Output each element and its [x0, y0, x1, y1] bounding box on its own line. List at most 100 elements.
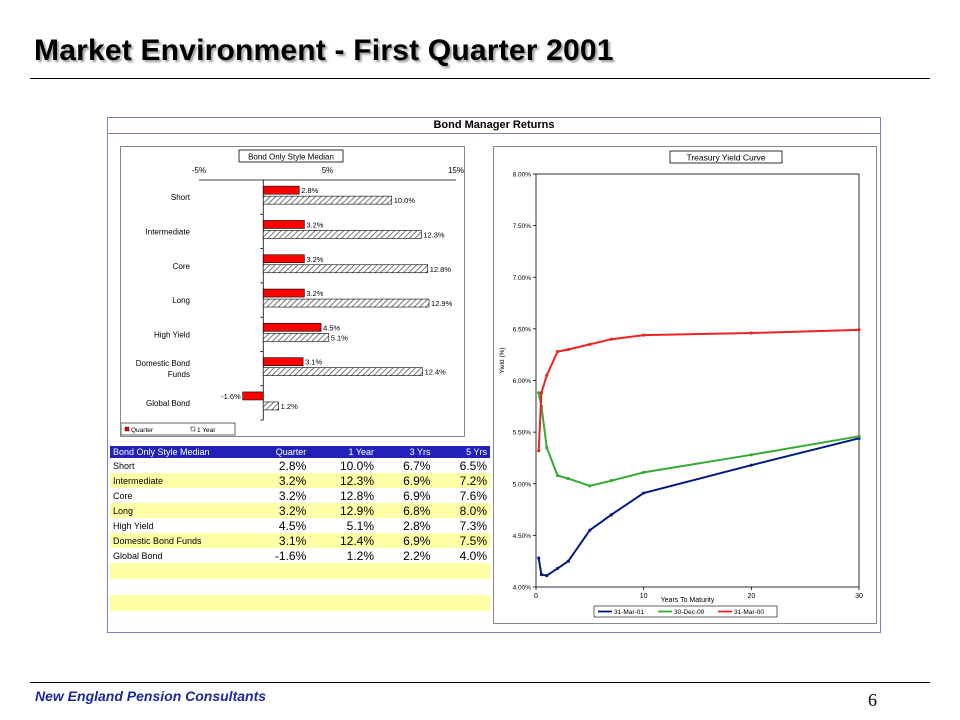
data-label: 12.8%	[430, 265, 452, 274]
series-point-0	[566, 559, 570, 563]
data-label: 4.5%	[323, 323, 340, 332]
bond-returns-panel: Bond Manager Returns Bond Only Style Med…	[107, 117, 881, 633]
cell-5yr: 4.0%	[459, 548, 487, 563]
data-label: 12.9%	[431, 299, 453, 308]
cell-3yr: 6.9%	[377, 473, 434, 488]
y-tick-label: 8.00%	[513, 172, 532, 179]
bar-1yr	[262, 264, 429, 274]
data-label: 3.1%	[305, 358, 322, 367]
series-point-1	[857, 434, 861, 438]
x-axis-label: Years To Maturity	[661, 597, 715, 604]
series-point-1	[537, 391, 541, 395]
legend-label-0: 31-Mar-01	[614, 609, 644, 616]
data-label: 5.1%	[331, 333, 348, 342]
series-point-1	[566, 476, 570, 481]
cell-3yr: 6.7%	[403, 458, 431, 473]
cell-quarter: 3.2%	[246, 503, 310, 518]
row-label: Intermediate	[110, 473, 246, 488]
cell-3yr: 2.2%	[403, 548, 431, 563]
cell-3yr: 6.9%	[377, 533, 434, 548]
chart-title: Bond Only Style Median	[248, 153, 334, 162]
table-row: Short 2.8% 10.0% 6.7% 6.5%	[110, 458, 490, 473]
cell-3yr: 2.8%	[403, 518, 431, 533]
series-point-1	[609, 479, 613, 483]
panel-title: Bond Manager Returns	[433, 119, 555, 131]
cell-3yr: 6.9%	[403, 488, 431, 503]
cell-1yr: 12.8%	[339, 488, 375, 503]
table-row: Domestic Bond Funds 3.1% 12.4% 6.9% 7.5%	[110, 533, 490, 548]
x-tick-label: 15%	[448, 166, 464, 175]
bar-1yr	[262, 230, 422, 239]
category-label: Domestic Bond	[136, 359, 190, 368]
data-label: 12.4%	[425, 368, 447, 377]
cell-1yr: 10.0%	[339, 458, 375, 473]
cell-5yr: 7.6%	[459, 488, 487, 503]
bar-quarter	[262, 254, 305, 264]
chart-title-box	[669, 150, 783, 164]
table-row: High Yield 4.5% 5.1% 2.8% 7.3%	[110, 518, 490, 533]
y-tick-label: 7.00%	[513, 275, 532, 282]
bar-1yr	[262, 333, 330, 342]
footer-divider	[30, 682, 930, 683]
legend-label-quarter: Quarter	[131, 427, 154, 434]
y-tick-label: 7.50%	[513, 223, 532, 230]
cell-1yr: 5.1%	[346, 518, 375, 533]
data-label: 3.2%	[306, 220, 323, 229]
y-tick-label: 5.50%	[513, 430, 532, 437]
y-tick-label: 5.00%	[513, 481, 532, 488]
bar-1yr	[262, 195, 393, 205]
table-header-1yr: 1 Year	[309, 446, 378, 458]
series-point-2	[566, 347, 570, 352]
category-label: Core	[173, 262, 191, 271]
legend-swatch-quarter	[124, 426, 130, 432]
table-row-empty	[110, 595, 490, 611]
y-tick-label: 6.50%	[513, 326, 532, 333]
category-label: Funds	[168, 370, 190, 379]
table-header-5yr: 5 Yrs	[433, 446, 490, 458]
bar-1yr	[262, 367, 423, 376]
table-header-style: Bond Only Style Median	[110, 446, 246, 458]
series-point-0	[749, 463, 753, 467]
bar-1yr	[262, 401, 279, 411]
footer-company-name: New England Pension Consultants	[35, 688, 267, 704]
bar-quarter	[262, 220, 305, 229]
legend-box	[120, 422, 236, 436]
cell-5yr: 8.0%	[433, 503, 490, 518]
cell-quarter: 2.8%	[278, 458, 307, 473]
returns-table: Bond Only Style Median Quarter 1 Year 3 …	[110, 446, 490, 611]
y-tick-label: 4.50%	[513, 533, 532, 540]
yield-chart-box: Treasury Yield Curve 4.00% 4.50% 5.00% 5.50%…	[493, 146, 877, 624]
series-point-1	[555, 473, 560, 478]
chart-title: Treasury Yield Curve	[686, 153, 765, 163]
series-point-2	[539, 391, 543, 395]
cell-quarter: -1.6%	[274, 548, 307, 563]
x-tick-label: 20	[747, 593, 755, 600]
bar-quarter	[262, 323, 322, 332]
legend-label-2: 31-Mar-00	[734, 609, 764, 616]
table-row: Global Bond -1.6% 1.2% 2.2% 4.0%	[110, 548, 490, 563]
chart-title-box	[238, 149, 344, 163]
series-point-0	[555, 566, 560, 571]
legend-box	[593, 605, 778, 618]
row-label: Global Bond	[113, 550, 163, 561]
legend-label-1: 30-Dec-00	[674, 609, 705, 616]
cell-1yr: 12.4%	[309, 533, 378, 548]
page-number: 6	[868, 690, 877, 710]
series-point-2	[609, 337, 613, 341]
cell-1yr: 1.2%	[346, 548, 375, 563]
series-line-2	[537, 328, 860, 451]
cell-3yr: 6.8%	[377, 503, 434, 518]
series-point-2	[537, 449, 541, 453]
cell-5yr: 6.5%	[459, 458, 487, 473]
bar-quarter	[262, 357, 304, 366]
table-row-empty	[110, 563, 490, 579]
data-label: 2.8%	[301, 186, 318, 195]
table-header-3yr: 3 Yrs	[377, 446, 434, 458]
table-row-empty	[110, 579, 490, 595]
legend-swatch-1yr	[190, 426, 196, 432]
series-point-2	[555, 349, 560, 354]
row-label: Long	[110, 503, 246, 518]
cell-quarter: 3.1%	[246, 533, 310, 548]
data-label: 12.3%	[423, 230, 445, 239]
series-point-2	[857, 328, 861, 332]
